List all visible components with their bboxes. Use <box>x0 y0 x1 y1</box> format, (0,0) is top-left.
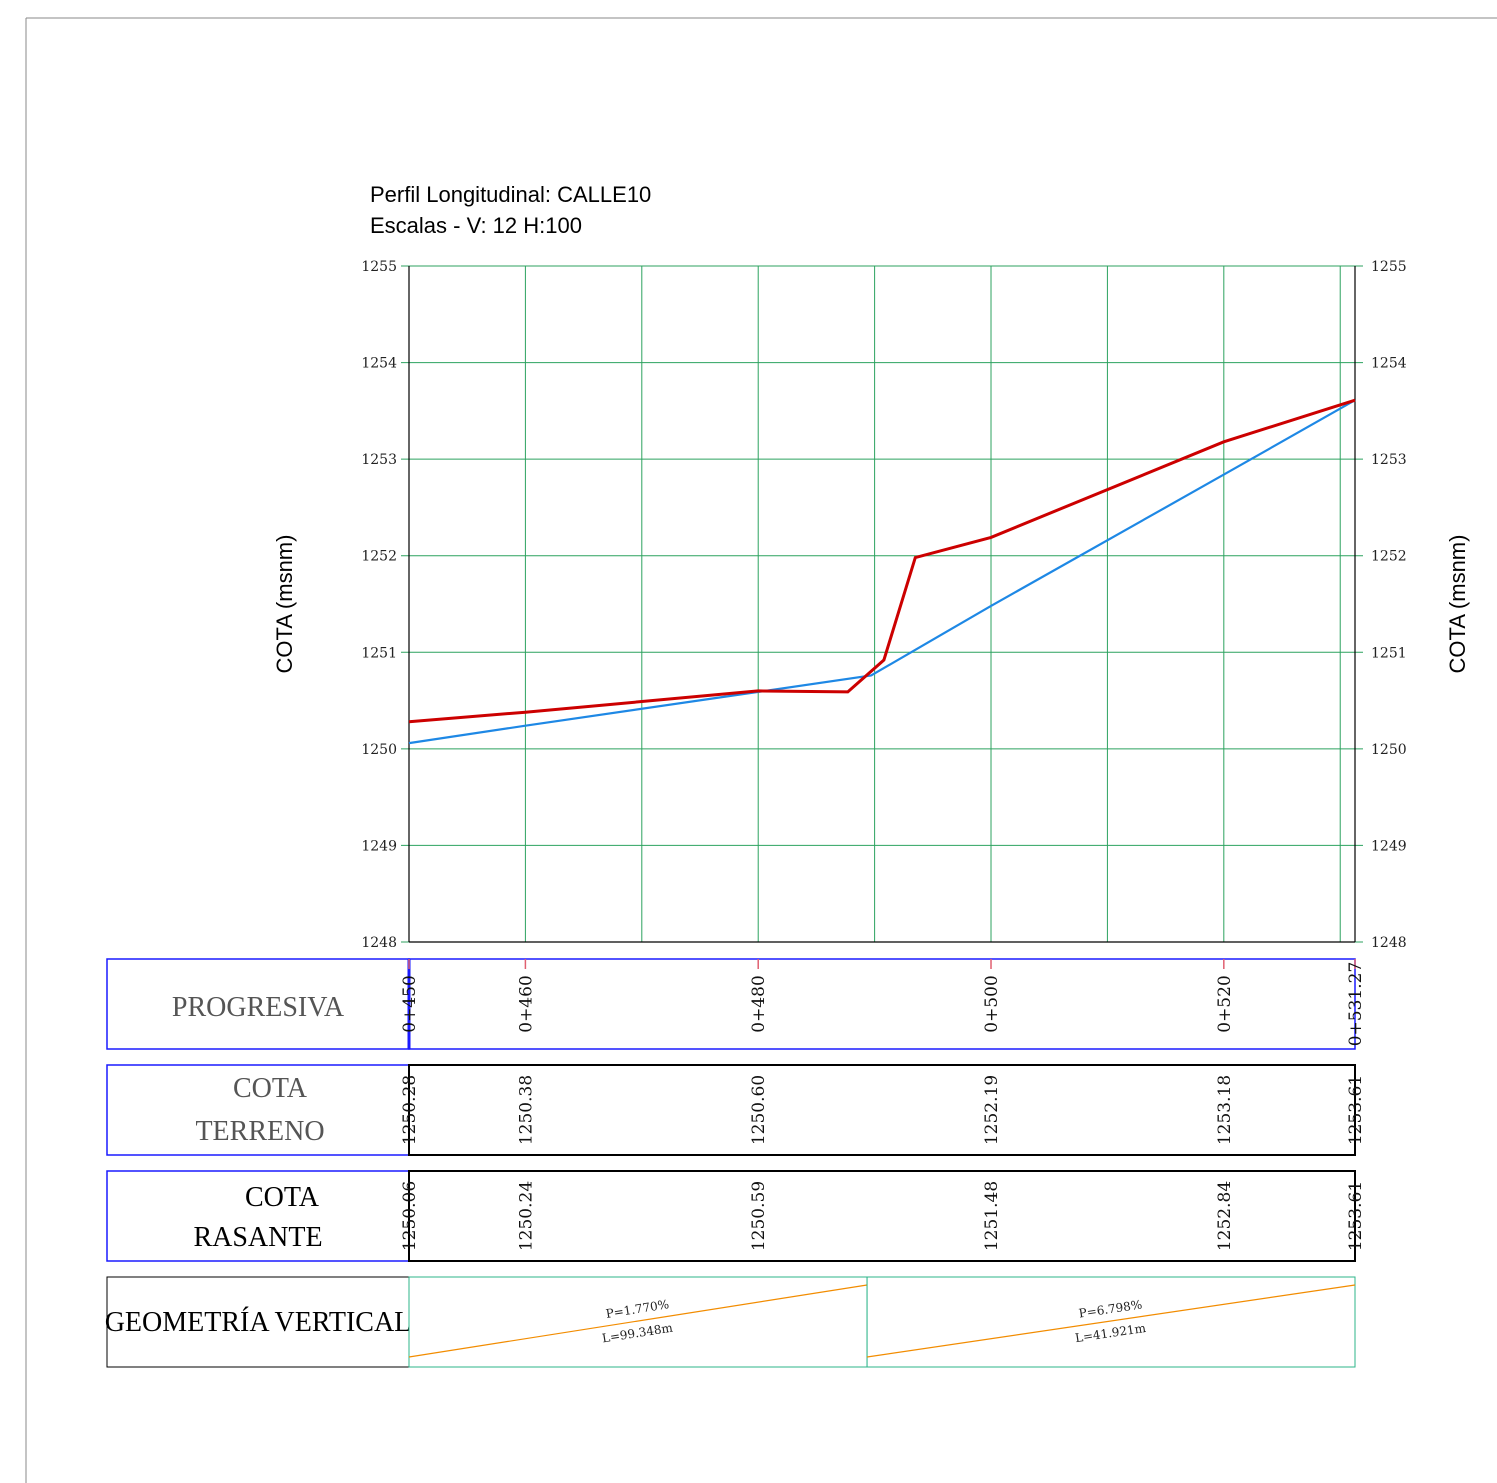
y-tick-right-1253: 1253 <box>1371 452 1407 468</box>
rasante-value-460: 1250.24 <box>516 1181 536 1251</box>
geometria-label: GEOMETRÍA VERTICAL <box>105 1307 412 1338</box>
y-axis-label-left: COTA (msnm) <box>272 535 297 674</box>
series-line-terreno <box>409 400 1355 722</box>
progresiva-value-460: 0+460 <box>516 975 536 1033</box>
y-tick-right-1252: 1252 <box>1371 549 1407 565</box>
y-tick-left-1248: 1248 <box>361 935 397 951</box>
terreno-value-480: 1250.60 <box>749 1075 769 1145</box>
terreno-value-531.27: 1253.61 <box>1346 1075 1366 1145</box>
terreno-value-520: 1253.18 <box>1215 1075 1235 1145</box>
progresiva-value-500: 0+500 <box>982 975 1002 1033</box>
y-tick-right-1248: 1248 <box>1371 935 1407 951</box>
geometry-cell-2 <box>867 1277 1355 1367</box>
terreno-value-450: 1250.28 <box>400 1075 420 1145</box>
y-tick-left-1255: 1255 <box>361 259 397 275</box>
rasante-value-520: 1252.84 <box>1215 1181 1235 1251</box>
y-axis-label-right: COTA (msnm) <box>1445 535 1470 674</box>
y-tick-left-1254: 1254 <box>361 356 397 372</box>
y-tick-left-1251: 1251 <box>361 645 397 661</box>
progresiva-label: PROGRESIVA <box>172 992 345 1023</box>
rasante-value-480: 1250.59 <box>749 1181 769 1251</box>
y-tick-left-1252: 1252 <box>361 549 397 565</box>
terreno-value-cell <box>409 1065 1355 1155</box>
chart-title: Perfil Longitudinal: CALLE10 <box>370 182 651 207</box>
y-tick-right-1250: 1250 <box>1371 742 1407 758</box>
chart-grid <box>401 266 1363 942</box>
rasante-label-line2: RASANTE <box>193 1222 322 1253</box>
y-tick-right-1249: 1249 <box>1371 838 1407 854</box>
rasante-value-500: 1251.48 <box>982 1181 1002 1251</box>
rasante-value-531.27: 1253.61 <box>1346 1181 1366 1251</box>
y-tick-left-1249: 1249 <box>361 838 397 854</box>
geometry-length-1: L=99.348m <box>601 1320 674 1345</box>
profile-table: PROGRESIVA COTA TERRENO COTA RASANTE GEO… <box>105 959 1355 1367</box>
progresiva-value-450: 0+450 <box>400 975 420 1033</box>
progresiva-value-531.27: 0+531.27 <box>1346 962 1366 1047</box>
progresiva-value-520: 0+520 <box>1215 975 1235 1033</box>
rasante-value-450: 1250.06 <box>400 1181 420 1251</box>
terreno-value-500: 1252.19 <box>982 1075 1002 1145</box>
y-tick-right-1254: 1254 <box>1371 356 1407 372</box>
geometry-grade-line-2 <box>867 1285 1355 1357</box>
y-tick-right-1255: 1255 <box>1371 259 1407 275</box>
y-tick-left-1253: 1253 <box>361 452 397 468</box>
terreno-value-460: 1250.38 <box>516 1075 536 1145</box>
geometry-grade-line-1 <box>409 1285 867 1357</box>
table-values: 0+450 0+460 0+480 0+500 0+520 0+531.27 1250.28… <box>400 959 1366 1251</box>
progresiva-value-480: 0+480 <box>749 975 769 1033</box>
rasante-label-line1: COTA <box>245 1182 320 1213</box>
rasante-value-cell <box>409 1171 1355 1261</box>
terreno-label-line2: TERRENO <box>195 1116 324 1147</box>
chart-series <box>409 400 1355 743</box>
terreno-label-line1: COTA <box>233 1073 308 1104</box>
y-tick-left-1250: 1250 <box>361 742 397 758</box>
y-tick-right-1251: 1251 <box>1371 645 1407 661</box>
geometry-cell-1 <box>409 1277 867 1367</box>
chart-subtitle: Escalas - V: 12 H:100 <box>370 213 582 238</box>
series-line-rasante <box>409 400 1355 743</box>
progresiva-value-cell <box>409 959 1355 1049</box>
